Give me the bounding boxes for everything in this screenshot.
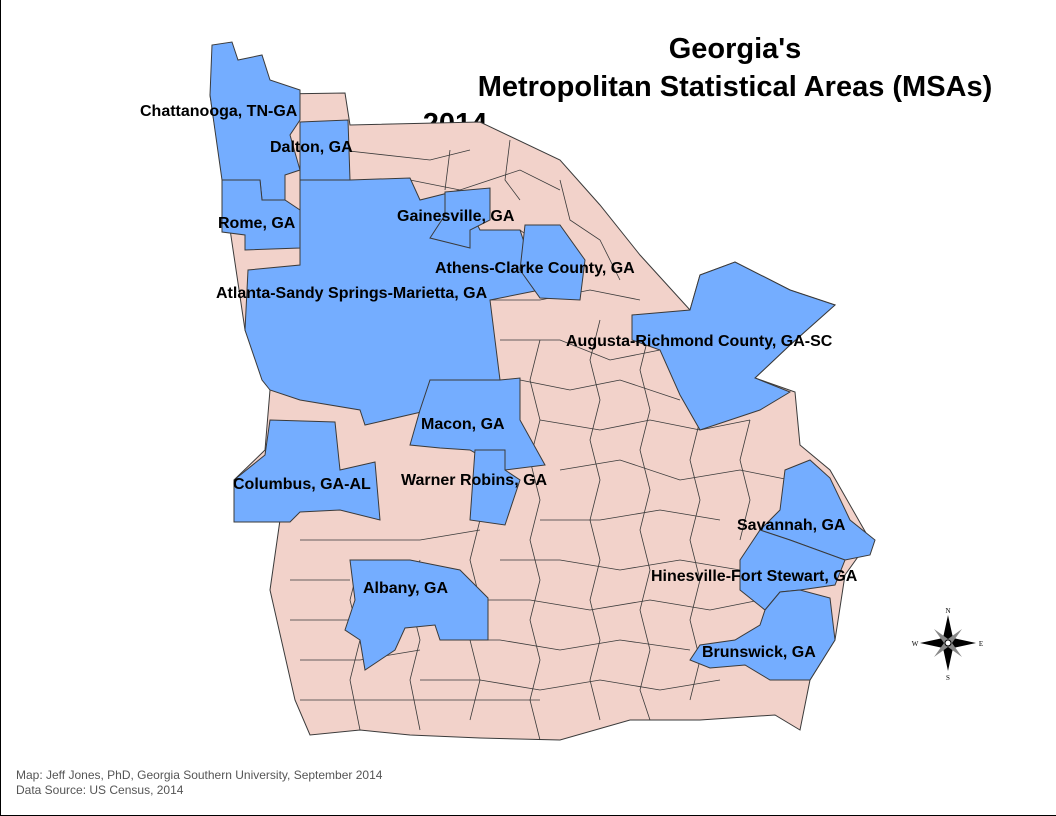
msa-region-brunswick[interactable] bbox=[689, 589, 836, 681]
label-rome: Rome, GA bbox=[218, 215, 296, 232]
msa-region-gainesville[interactable] bbox=[429, 187, 491, 249]
compass-s: S bbox=[946, 674, 950, 682]
compass-n: N bbox=[945, 607, 950, 615]
label-warner-robins: Warner Robins, GA bbox=[401, 472, 548, 489]
msa-region-hinesville[interactable] bbox=[739, 529, 846, 611]
label-dalton: Dalton, GA bbox=[270, 139, 353, 156]
map-credit: Map: Jeff Jones, PhD, Georgia Southern U… bbox=[16, 768, 383, 782]
label-augusta: Augusta-Richmond County, GA-SC bbox=[566, 333, 833, 350]
label-athens: Athens-Clarke County, GA bbox=[435, 260, 635, 277]
msa-region-warner-robins[interactable] bbox=[469, 449, 521, 526]
msa-labels: Chattanooga, TN-GA Dalton, GA Rome, GA G… bbox=[140, 103, 858, 661]
data-source: Data Source: US Census, 2014 bbox=[16, 783, 184, 797]
map-title-line2: Metropolitan Statistical Areas (MSAs) bbox=[477, 71, 993, 103]
label-atlanta: Atlanta-Sandy Springs-Marietta, GA bbox=[216, 285, 488, 302]
compass-w: W bbox=[912, 640, 919, 648]
map-title-line1: Georgia's bbox=[668, 33, 802, 65]
msa-region-savannah[interactable] bbox=[759, 459, 876, 561]
label-savannah: Savannah, GA bbox=[737, 517, 846, 534]
compass-rose-icon: N S E W bbox=[912, 607, 983, 682]
label-macon: Macon, GA bbox=[421, 416, 505, 433]
label-gainesville: Gainesville, GA bbox=[397, 208, 515, 225]
label-chattanooga: Chattanooga, TN-GA bbox=[140, 103, 298, 120]
label-albany: Albany, GA bbox=[363, 580, 448, 597]
msa-region-columbus[interactable] bbox=[233, 419, 381, 523]
msa-region-albany[interactable] bbox=[344, 559, 489, 671]
label-brunswick: Brunswick, GA bbox=[702, 644, 816, 661]
compass-e: E bbox=[979, 640, 983, 648]
label-columbus: Columbus, GA-AL bbox=[233, 476, 371, 493]
msa-region-augusta[interactable] bbox=[631, 261, 836, 431]
msa-region-athens[interactable] bbox=[519, 224, 586, 301]
label-hinesville: Hinesville-Fort Stewart, GA bbox=[651, 568, 858, 585]
